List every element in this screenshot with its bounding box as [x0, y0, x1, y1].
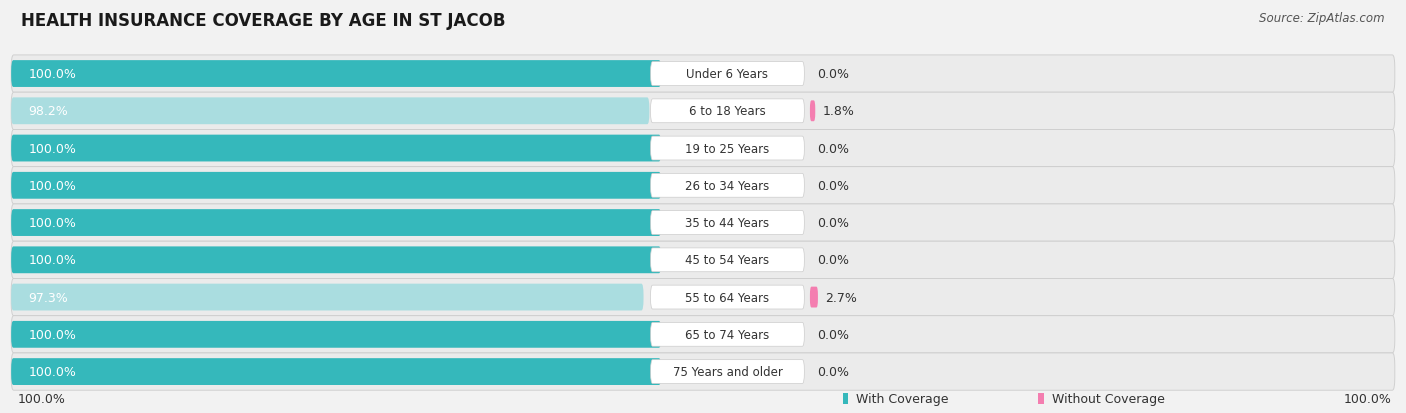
FancyBboxPatch shape [11, 173, 661, 199]
Text: 2.7%: 2.7% [825, 291, 856, 304]
Text: 19 to 25 Years: 19 to 25 Years [685, 142, 769, 155]
FancyBboxPatch shape [11, 284, 644, 311]
FancyBboxPatch shape [11, 358, 661, 385]
Text: 26 to 34 Years: 26 to 34 Years [685, 179, 769, 192]
FancyBboxPatch shape [842, 393, 848, 404]
FancyBboxPatch shape [651, 100, 804, 123]
FancyBboxPatch shape [11, 93, 1395, 130]
FancyBboxPatch shape [651, 360, 804, 384]
Text: Without Coverage: Without Coverage [1052, 392, 1166, 405]
FancyBboxPatch shape [11, 98, 650, 125]
FancyBboxPatch shape [810, 101, 815, 122]
Text: 0.0%: 0.0% [817, 328, 849, 341]
FancyBboxPatch shape [810, 287, 818, 308]
Text: Under 6 Years: Under 6 Years [686, 68, 769, 81]
FancyBboxPatch shape [11, 247, 661, 273]
Text: 55 to 64 Years: 55 to 64 Years [685, 291, 769, 304]
FancyBboxPatch shape [11, 316, 1395, 353]
FancyBboxPatch shape [11, 130, 1395, 167]
Text: 100.0%: 100.0% [28, 142, 76, 155]
Text: 65 to 74 Years: 65 to 74 Years [685, 328, 769, 341]
FancyBboxPatch shape [11, 353, 1395, 390]
FancyBboxPatch shape [651, 285, 804, 309]
FancyBboxPatch shape [651, 62, 804, 86]
Text: 0.0%: 0.0% [817, 365, 849, 378]
Text: 98.2%: 98.2% [28, 105, 69, 118]
Text: With Coverage: With Coverage [856, 392, 949, 405]
Text: HEALTH INSURANCE COVERAGE BY AGE IN ST JACOB: HEALTH INSURANCE COVERAGE BY AGE IN ST J… [21, 12, 506, 30]
FancyBboxPatch shape [11, 204, 1395, 242]
FancyBboxPatch shape [11, 135, 661, 162]
Text: 100.0%: 100.0% [28, 216, 76, 230]
FancyBboxPatch shape [1039, 393, 1043, 404]
Text: 100.0%: 100.0% [1344, 392, 1392, 405]
Text: 45 to 54 Years: 45 to 54 Years [685, 254, 769, 267]
Text: 0.0%: 0.0% [817, 142, 849, 155]
FancyBboxPatch shape [11, 167, 1395, 204]
Text: 0.0%: 0.0% [817, 68, 849, 81]
Text: 35 to 44 Years: 35 to 44 Years [685, 216, 769, 230]
Text: 100.0%: 100.0% [28, 68, 76, 81]
Text: 75 Years and older: 75 Years and older [672, 365, 782, 378]
FancyBboxPatch shape [651, 137, 804, 161]
Text: Source: ZipAtlas.com: Source: ZipAtlas.com [1260, 12, 1385, 25]
Text: 100.0%: 100.0% [28, 365, 76, 378]
Text: 100.0%: 100.0% [28, 254, 76, 267]
Text: 6 to 18 Years: 6 to 18 Years [689, 105, 766, 118]
FancyBboxPatch shape [651, 323, 804, 347]
Text: 100.0%: 100.0% [28, 328, 76, 341]
Text: 0.0%: 0.0% [817, 254, 849, 267]
Text: 0.0%: 0.0% [817, 179, 849, 192]
Text: 1.8%: 1.8% [823, 105, 853, 118]
FancyBboxPatch shape [11, 56, 1395, 93]
Text: 97.3%: 97.3% [28, 291, 69, 304]
Text: 0.0%: 0.0% [817, 216, 849, 230]
FancyBboxPatch shape [651, 174, 804, 198]
Text: 100.0%: 100.0% [28, 179, 76, 192]
FancyBboxPatch shape [11, 210, 661, 236]
FancyBboxPatch shape [11, 61, 661, 88]
Text: 100.0%: 100.0% [18, 392, 66, 405]
FancyBboxPatch shape [11, 242, 1395, 279]
FancyBboxPatch shape [651, 248, 804, 272]
FancyBboxPatch shape [11, 279, 1395, 316]
FancyBboxPatch shape [11, 321, 661, 348]
FancyBboxPatch shape [651, 211, 804, 235]
